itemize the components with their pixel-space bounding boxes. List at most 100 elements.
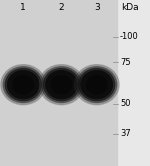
Ellipse shape (43, 68, 80, 101)
Point (75, 17, 77, 20)
Point (6, 163, 9, 165)
Point (41, 43, 43, 46)
Point (97, 109, 99, 111)
Ellipse shape (8, 71, 39, 99)
Point (36, 89, 38, 92)
Point (115, 133, 117, 135)
Point (94, 99, 97, 101)
Point (93, 121, 95, 124)
Point (107, 69, 109, 71)
Point (40, 112, 42, 115)
Point (84, 117, 87, 120)
Point (31, 69, 33, 71)
Point (71, 59, 73, 62)
Point (73, 137, 75, 139)
Point (5, 108, 7, 111)
Point (36, 81, 38, 83)
Point (91, 54, 93, 57)
Point (21, 116, 23, 118)
Point (52, 22, 55, 25)
Point (12, 123, 15, 125)
Ellipse shape (81, 71, 112, 99)
Point (113, 103, 115, 105)
Point (81, 42, 83, 44)
Point (88, 95, 90, 97)
Point (60, 94, 62, 96)
Point (78, 163, 81, 166)
Point (111, 152, 114, 155)
Point (0, 112, 2, 115)
Point (42, 147, 44, 150)
Point (41, 30, 43, 32)
Point (40, 83, 43, 86)
Point (109, 22, 111, 25)
Text: 2: 2 (59, 3, 64, 12)
Point (9, 85, 11, 87)
Point (38, 71, 40, 73)
Point (27, 91, 30, 94)
Point (66, 16, 69, 18)
Point (18, 23, 20, 25)
Text: 1: 1 (20, 3, 25, 12)
Point (33, 117, 35, 120)
Point (8, 135, 10, 138)
Point (19, 51, 21, 54)
Point (9, 159, 11, 161)
Point (64, 49, 67, 51)
Point (73, 68, 75, 70)
Point (84, 123, 87, 125)
Point (56, 82, 59, 84)
Point (56, 29, 58, 32)
Point (8, 151, 10, 154)
Point (15, 58, 18, 61)
Point (32, 38, 34, 40)
Point (109, 66, 111, 69)
Ellipse shape (13, 76, 33, 94)
Point (106, 130, 108, 133)
Point (62, 52, 64, 55)
Point (103, 156, 106, 159)
Point (53, 153, 56, 156)
Point (33, 113, 36, 115)
Point (33, 66, 35, 69)
Point (66, 52, 68, 54)
Point (9, 21, 12, 24)
Point (36, 122, 39, 125)
Point (8, 161, 10, 164)
Ellipse shape (87, 76, 107, 94)
Point (2, 52, 4, 55)
Point (112, 158, 114, 161)
Point (112, 64, 114, 67)
Point (48, 143, 50, 146)
Point (49, 148, 51, 150)
Point (93, 159, 96, 161)
Point (108, 20, 111, 23)
Text: -100: -100 (120, 32, 139, 41)
Point (61, 23, 63, 25)
Point (13, 72, 15, 75)
Point (114, 148, 117, 151)
Point (74, 97, 77, 100)
Point (107, 97, 109, 99)
Point (42, 39, 44, 42)
Point (70, 83, 73, 85)
Point (89, 150, 92, 152)
Point (104, 72, 106, 75)
Point (28, 31, 30, 34)
Ellipse shape (51, 76, 72, 94)
Point (21, 35, 23, 38)
Point (36, 151, 38, 154)
Point (1, 72, 3, 75)
Point (60, 36, 62, 39)
Point (14, 31, 16, 33)
Point (28, 17, 31, 20)
Point (72, 61, 74, 63)
Point (3, 139, 5, 141)
Point (61, 78, 64, 80)
Point (38, 95, 41, 98)
Ellipse shape (1, 65, 46, 105)
Point (42, 64, 45, 67)
Point (60, 154, 62, 157)
Point (29, 105, 32, 108)
Point (103, 96, 105, 99)
